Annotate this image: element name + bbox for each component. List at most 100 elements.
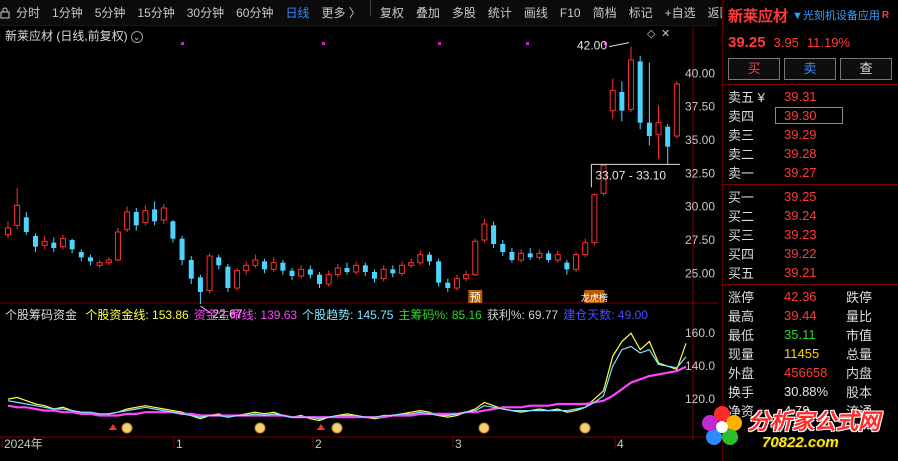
ask-price: 39.29 [784,127,817,142]
price-row: 39.25 3.95 11.19% [723,30,898,54]
ask-row[interactable]: 卖五 ¥ 39.31 [723,87,898,106]
toolbar-item[interactable]: 分时 [16,5,41,20]
candle-body [334,267,341,276]
bid-row[interactable]: 买一 39.25 [723,187,898,206]
candle-body [59,238,66,248]
stat-label-2: 总量 [846,347,873,362]
x-tick-label: 2024年 [4,437,43,451]
quote-panel: 新莱应材 ▼光刻机设备应用 R 39.25 3.95 11.19% 买 卖 查 … [722,0,898,461]
toolbar-item[interactable]: 复权 [379,5,404,20]
bid-label: 买五 [728,266,755,281]
low-label: 22.67 [212,307,242,321]
stat-row: 最高 39.44 量比 [723,306,898,325]
ask-list: 卖五 ¥ 39.31 卖四 39.30 卖三 39.29 卖二 39.28 卖一 39.27 [723,87,898,182]
watermark-logo [702,406,742,445]
candle-body [582,242,589,256]
candle-body [408,262,415,266]
candle-body [152,209,158,222]
chart-title-text: 新莱应材 (日线,前复权) [5,29,128,43]
sell-button[interactable]: 卖 [784,58,836,80]
settings-icon: ◇ [647,28,656,40]
bid-row[interactable]: 买二 39.24 [723,206,898,225]
candle-body [509,252,515,260]
price-change-pct: 11.19% [806,34,850,50]
toolbar-items: 分时 1分钟 5分钟 15分钟 30分钟 60分钟 日线 更多 〉 复权 叠加 多股 统计 画线 F10 简… [10,0,738,26]
lock-icon[interactable] [0,0,10,26]
indicator-value: 个股资金线: 153.86 [85,308,189,322]
toolbar-item[interactable]: 叠加 [415,5,440,20]
y-tick-label: 32.50 [685,166,715,180]
toolbar-item[interactable]: 30分钟 [186,5,225,20]
candle-body [32,236,38,247]
candle-body [628,59,635,110]
bid-row[interactable]: 买三 39.23 [723,225,898,244]
toolbar-item[interactable]: 标记 [628,5,653,20]
candle-body [564,262,570,270]
toolbar-item[interactable]: 60分钟 [236,5,274,20]
indicator-name[interactable]: 个股筹码资金 [5,308,78,322]
toolbar-item[interactable]: 更多 〉 [321,5,361,20]
indicator-series-line [7,365,687,419]
candle-body [133,212,139,226]
bid-row[interactable]: 买四 39.22 [723,244,898,263]
stat-value: 30.88% [784,384,829,399]
stat-row: 换手 30.88% 股本 [723,382,898,401]
candle-body [23,217,29,232]
toolbar-item[interactable]: 画线 [523,5,548,20]
candle-body [206,255,213,292]
ind-y-tick-label: 120.0 [685,392,715,406]
toolbar-item[interactable]: 统计 [487,5,512,20]
money-bag-icon [254,422,266,434]
candle-body [609,90,616,112]
chevron-down-icon[interactable]: ⌄ [130,31,143,43]
candle-body [353,264,360,273]
ask-price: 39.31 [784,89,817,104]
bid-label: 买二 [728,209,755,224]
buy-button[interactable]: 买 [728,58,780,80]
view-button[interactable]: 查 [840,58,892,80]
event-marker [322,42,325,45]
toolbar-item[interactable]: 5分钟 [94,5,126,20]
candle-body [252,259,259,266]
industry-tag: R [881,9,890,21]
candle-body [665,126,671,147]
toolbar-item[interactable]: 简档 [592,5,617,20]
ask-row[interactable]: 卖三 39.29 [723,125,898,144]
candle-body [445,282,451,288]
stock-header: 新莱应材 ▼光刻机设备应用 R [723,0,898,30]
stat-label-2: 股本 [846,385,873,400]
candle-body [307,269,313,275]
toolbar-item[interactable]: 多股 [451,5,476,20]
candle-body [673,83,680,137]
last-price: 39.25 [728,33,766,51]
candle-body [554,254,561,261]
toolbar-item[interactable]: +自选 [664,5,696,20]
chart-title: 新莱应材 (日线,前复权) ⌄ [5,27,143,44]
candle-body [344,268,350,272]
toolbar-item[interactable]: 15分钟 [137,5,175,20]
ask-row[interactable]: 卖二 39.28 [723,144,898,163]
event-marker [438,42,441,45]
kline-chart[interactable]: 40.00 37.50 35.00 32.50 30.00 27.50 25.00 42.00… [0,0,718,461]
stat-label: 涨停 [728,290,755,305]
stat-label: 最低 [728,328,755,343]
toolbar-item[interactable]: 1分钟 [52,5,83,20]
ask-row[interactable]: 卖一 39.27 [723,163,898,182]
stat-value: 42.36 [784,289,817,304]
industry-link[interactable]: ▼光刻机设备应用 [792,10,880,22]
ask-row[interactable]: 卖四 39.30 [723,106,898,125]
stat-label: 现量 [728,347,755,362]
toolbar-item[interactable]: 日线 [285,5,310,20]
candle-body [426,254,432,262]
candle-body [362,265,368,272]
bid-row[interactable]: 买五 39.21 [723,263,898,282]
divider [723,84,898,85]
stat-label: 换手 [728,385,755,400]
high-label: 42.00 [577,39,607,53]
candle-body [69,240,75,250]
candle-body [591,194,598,244]
candle-body [234,270,241,289]
ask-price: 39.27 [784,165,817,180]
bid-label: 买三 [728,228,755,243]
toolbar-item[interactable]: F10 [559,5,581,20]
